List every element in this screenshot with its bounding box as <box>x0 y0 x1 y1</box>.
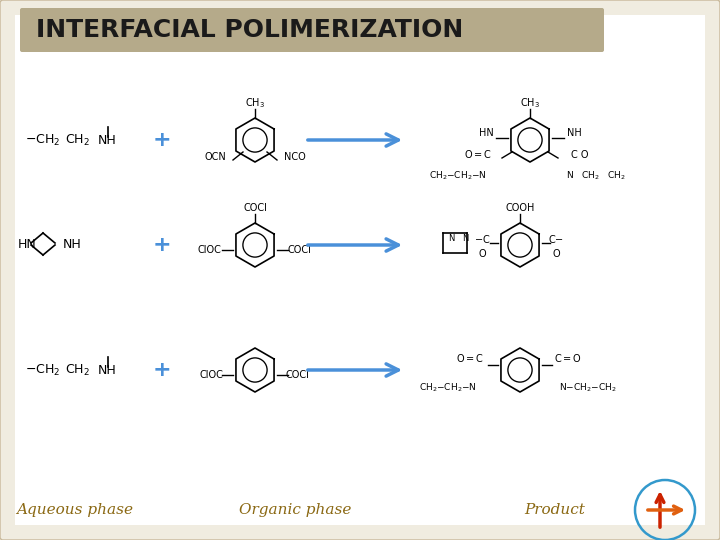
Text: CH$_2$$-$CH$_2$$-$N: CH$_2$$-$CH$_2$$-$N <box>419 381 477 394</box>
Text: N: N <box>448 234 454 243</box>
Text: N   CH$_2$   CH$_2$: N CH$_2$ CH$_2$ <box>566 169 626 181</box>
Text: O: O <box>478 249 486 259</box>
Text: +: + <box>153 360 171 380</box>
Text: CH$_2$: CH$_2$ <box>65 132 90 147</box>
Text: $-$C: $-$C <box>474 233 490 245</box>
Text: INTERFACIAL POLIMERIZATION: INTERFACIAL POLIMERIZATION <box>36 18 463 42</box>
Text: COOH: COOH <box>505 203 535 213</box>
Text: COCl: COCl <box>287 245 311 255</box>
Text: CH$_3$: CH$_3$ <box>520 96 540 110</box>
Text: NH: NH <box>63 239 82 252</box>
Text: $-$CH$_2$: $-$CH$_2$ <box>25 132 60 147</box>
Text: HN: HN <box>479 128 493 138</box>
Text: O$=$C: O$=$C <box>456 352 484 364</box>
Text: +: + <box>153 235 171 255</box>
Text: ClOC: ClOC <box>197 245 221 255</box>
Text: CH$_2$$-$CH$_2$$-$N: CH$_2$$-$CH$_2$$-$N <box>429 169 487 181</box>
Text: NH: NH <box>567 128 581 138</box>
Text: HN: HN <box>18 239 37 252</box>
Text: $-$CH$_2$: $-$CH$_2$ <box>25 362 60 377</box>
FancyBboxPatch shape <box>20 8 604 52</box>
Text: O$=$C: O$=$C <box>464 148 492 160</box>
Text: C$-$: C$-$ <box>548 233 564 245</box>
Text: COCl: COCl <box>285 370 309 380</box>
Text: O: O <box>552 249 560 259</box>
Text: Product: Product <box>525 503 585 517</box>
Text: NH: NH <box>98 363 117 376</box>
Text: +: + <box>153 130 171 150</box>
Text: NCO: NCO <box>284 152 306 162</box>
Text: CH$_2$: CH$_2$ <box>65 362 90 377</box>
Text: CH$_3$: CH$_3$ <box>245 96 265 110</box>
Text: Organic phase: Organic phase <box>239 503 351 517</box>
Text: ClOC: ClOC <box>199 370 223 380</box>
Text: N: N <box>462 234 468 243</box>
Text: N$-$CH$_2$$-$CH$_2$: N$-$CH$_2$$-$CH$_2$ <box>559 381 617 394</box>
Text: Aqueous phase: Aqueous phase <box>17 503 133 517</box>
Text: OCN: OCN <box>204 152 226 162</box>
Text: C O: C O <box>571 150 589 160</box>
Text: COCl: COCl <box>243 203 267 213</box>
Text: C$=$O: C$=$O <box>554 352 582 364</box>
Text: NH: NH <box>98 133 117 146</box>
